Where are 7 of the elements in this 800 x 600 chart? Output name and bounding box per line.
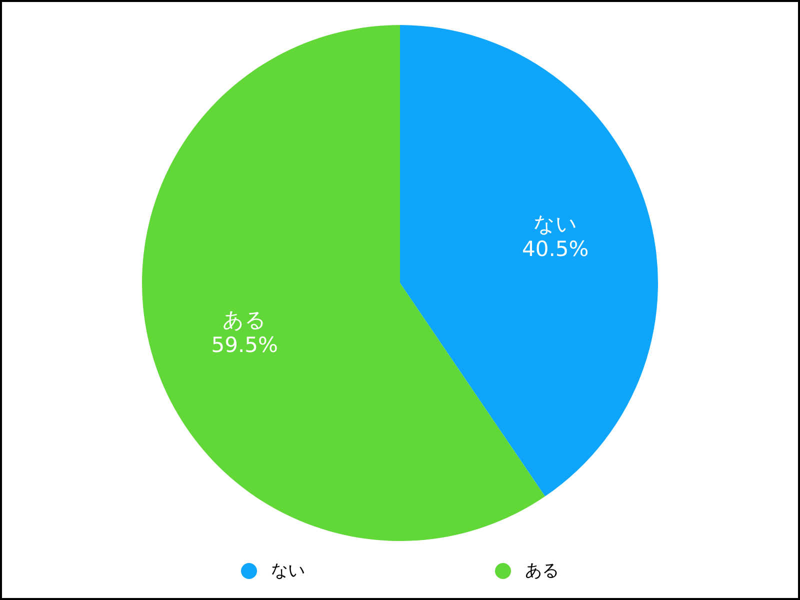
data-label: 40.5% (522, 237, 589, 262)
legend-label: ない (271, 560, 305, 582)
slice-label: ある (222, 308, 267, 332)
pie-slice (400, 25, 658, 496)
legend-label: ある (525, 560, 559, 582)
data-label: 59.5% (211, 332, 278, 357)
slice-label: ない (533, 212, 578, 236)
